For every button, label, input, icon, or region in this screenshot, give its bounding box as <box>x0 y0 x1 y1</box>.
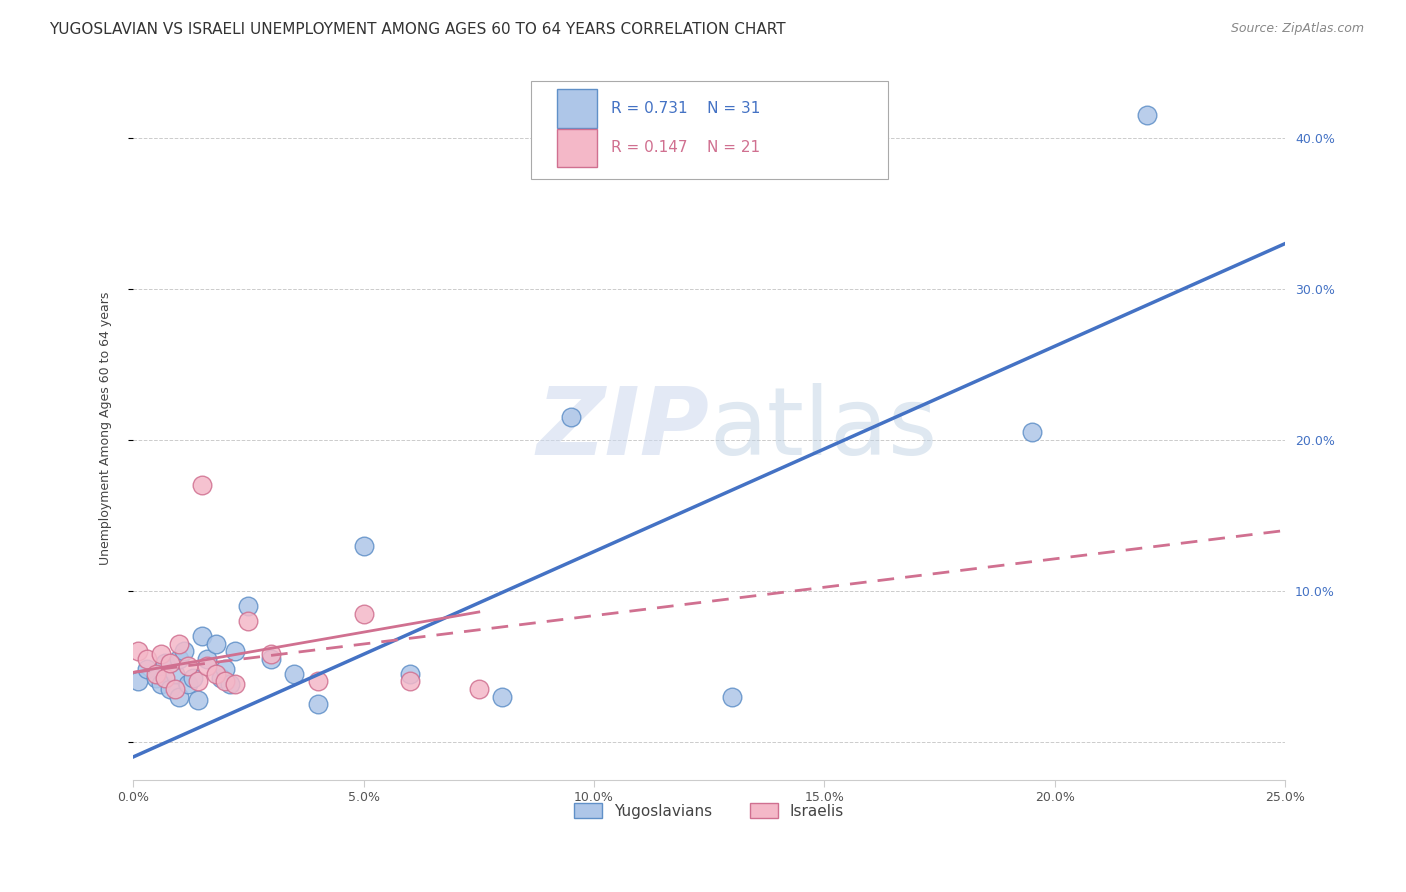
Point <box>307 697 329 711</box>
Point <box>398 674 420 689</box>
Text: Source: ZipAtlas.com: Source: ZipAtlas.com <box>1230 22 1364 36</box>
FancyBboxPatch shape <box>557 89 598 128</box>
Point <box>127 644 149 658</box>
Point <box>145 672 167 686</box>
Point <box>169 690 191 704</box>
Point <box>136 652 159 666</box>
Point <box>163 681 186 696</box>
Point <box>177 659 200 673</box>
Point <box>238 599 260 613</box>
Point <box>181 672 204 686</box>
Point <box>195 659 218 673</box>
Point <box>224 677 246 691</box>
FancyBboxPatch shape <box>530 81 887 179</box>
Point <box>127 674 149 689</box>
Point <box>149 647 172 661</box>
Point <box>219 677 242 691</box>
Text: R = 0.147    N = 21: R = 0.147 N = 21 <box>612 140 761 155</box>
Text: atlas: atlas <box>709 383 938 475</box>
Point <box>155 672 177 686</box>
Point <box>307 674 329 689</box>
Point <box>1136 108 1159 122</box>
FancyBboxPatch shape <box>557 128 598 168</box>
Point <box>145 666 167 681</box>
Point <box>238 614 260 628</box>
Y-axis label: Unemployment Among Ages 60 to 64 years: Unemployment Among Ages 60 to 64 years <box>100 292 112 566</box>
Point <box>187 692 209 706</box>
Point <box>224 644 246 658</box>
Legend: Yugoslavians, Israelis: Yugoslavians, Israelis <box>568 797 851 824</box>
Point <box>169 637 191 651</box>
Text: R = 0.731    N = 31: R = 0.731 N = 31 <box>612 101 761 116</box>
Point <box>468 681 491 696</box>
Point <box>353 607 375 621</box>
Point <box>155 657 177 671</box>
Point <box>283 666 305 681</box>
Point <box>721 690 744 704</box>
Point <box>260 652 283 666</box>
Point <box>195 652 218 666</box>
Point <box>163 666 186 681</box>
Point <box>209 672 232 686</box>
Text: YUGOSLAVIAN VS ISRAELI UNEMPLOYMENT AMONG AGES 60 TO 64 YEARS CORRELATION CHART: YUGOSLAVIAN VS ISRAELI UNEMPLOYMENT AMON… <box>49 22 786 37</box>
Point <box>187 674 209 689</box>
Point <box>205 666 228 681</box>
Point <box>1021 425 1043 440</box>
Point <box>191 478 214 492</box>
Point <box>169 652 191 666</box>
Point <box>560 410 582 425</box>
Point <box>398 666 420 681</box>
Point <box>214 662 236 676</box>
Point <box>136 662 159 676</box>
Point <box>173 644 195 658</box>
Point <box>191 629 214 643</box>
Point <box>177 677 200 691</box>
Point <box>260 647 283 661</box>
Point <box>149 677 172 691</box>
Text: ZIP: ZIP <box>536 383 709 475</box>
Point <box>214 674 236 689</box>
Point <box>159 657 181 671</box>
Point <box>159 681 181 696</box>
Point <box>491 690 513 704</box>
Point <box>205 637 228 651</box>
Point <box>353 539 375 553</box>
